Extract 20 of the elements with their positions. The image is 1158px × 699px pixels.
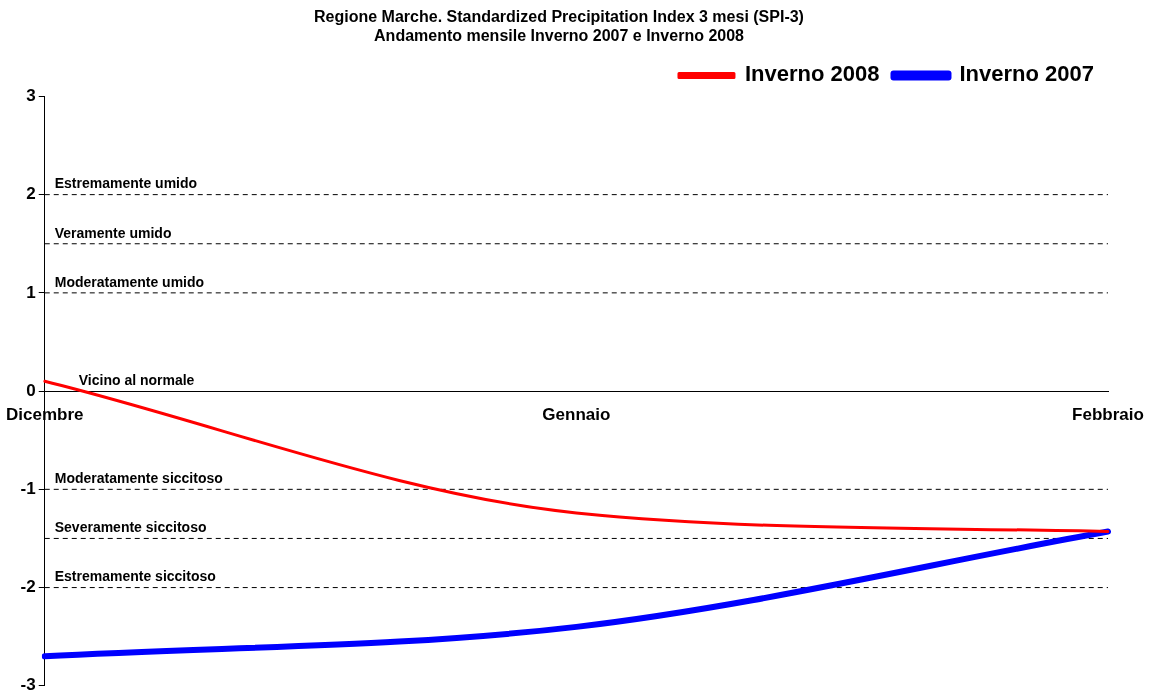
annotation: Vicino al normale xyxy=(78,371,195,388)
y-tick-label: 3 xyxy=(26,86,36,106)
x-tick-label: Febbraio xyxy=(1072,404,1144,424)
ref-line-label: Estremamente umido xyxy=(54,175,198,192)
ref-line-label: Moderatamente umido xyxy=(54,273,205,290)
chart-title: Regione Marche. Standardized Precipitation Index 3 mesi (SPI-3) xyxy=(314,8,804,26)
legend-label: Inverno 2007 xyxy=(959,61,1094,87)
y-tick-label: 1 xyxy=(26,282,36,302)
y-tick-label: -1 xyxy=(20,479,36,499)
ref-line-label: Veramente umido xyxy=(54,224,172,241)
legend-label: Inverno 2008 xyxy=(744,61,880,87)
ref-line-label: Moderatamente siccitoso xyxy=(54,470,223,487)
y-tick-label: 0 xyxy=(26,380,36,400)
ref-line-label: Estremamente siccitoso xyxy=(54,568,216,585)
ref-line-label: Severamente siccitoso xyxy=(54,519,207,536)
chart-subtitle: Andamento mensile Inverno 2007 e Inverno 2008 xyxy=(374,27,745,45)
y-tick-label: -3 xyxy=(20,675,36,695)
x-tick-label: Gennaio xyxy=(542,404,611,424)
y-tick-label: 2 xyxy=(26,184,36,204)
y-tick-label: -2 xyxy=(20,577,36,597)
